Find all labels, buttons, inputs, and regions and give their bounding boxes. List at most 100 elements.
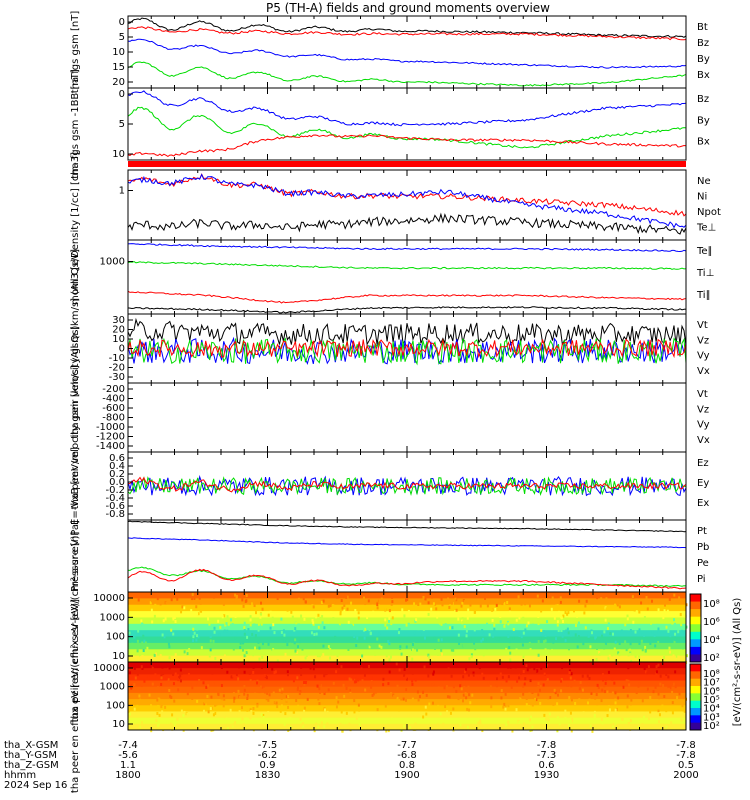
- heatmap-cell: [631, 595, 634, 599]
- heatmap-cell: [230, 675, 233, 679]
- heatmap-cell: [657, 692, 660, 696]
- heatmap-cell: [524, 677, 527, 681]
- heatmap-cell: [323, 692, 326, 696]
- heatmap-cell: [233, 699, 236, 703]
- heatmap-cell: [465, 696, 468, 700]
- heatmap-cell: [156, 698, 159, 702]
- heatmap-cell: [186, 692, 189, 696]
- heatmap-cell: [246, 720, 249, 724]
- panel-7: 0.60.40.20.0-0.2-0.4-0.6-0.8E=-VxB [mV/m…: [70, 447, 709, 525]
- heatmap-cell: [663, 682, 666, 686]
- heatmap-cell: [561, 666, 564, 670]
- heatmap-cell: [371, 693, 374, 697]
- heatmap-cell: [355, 716, 358, 720]
- heatmap-cell: [393, 611, 396, 615]
- heatmap-cell: [176, 717, 179, 721]
- heatmap-cell: [605, 607, 608, 611]
- heatmap-cell: [443, 677, 446, 681]
- heatmap-cell: [198, 618, 201, 622]
- heatmap-cell: [614, 691, 617, 695]
- heatmap-cell: [509, 601, 512, 605]
- heatmap-cell: [551, 662, 554, 666]
- heatmap-cell: [337, 674, 340, 678]
- y-axis-label: tha peir en eflux eV [eV/(cm²-s-sr-eV)]: [70, 532, 81, 723]
- heatmap-cell: [306, 695, 309, 699]
- heatmap-cell: [606, 627, 609, 631]
- heatmap-cell: [595, 726, 598, 730]
- heatmap-cell: [367, 599, 370, 603]
- legend-Vx: Vx: [697, 435, 710, 446]
- heatmap-cell: [128, 631, 131, 635]
- y-tick-label: 10000: [93, 593, 125, 604]
- legend-Ti⊥: Ti⊥: [696, 268, 714, 279]
- heatmap-cell: [675, 654, 678, 658]
- heatmap-cell: [537, 614, 540, 618]
- heatmap-cell: [255, 611, 258, 615]
- heatmap-cell: [161, 702, 164, 706]
- heatmap-cell: [628, 683, 631, 687]
- heatmap-cell: [267, 613, 270, 617]
- heatmap-cell: [503, 621, 506, 625]
- heatmap-cell: [253, 623, 256, 627]
- ephem-value: 0.5: [678, 760, 694, 771]
- heatmap-cell: [263, 624, 266, 628]
- heatmap-cell: [287, 694, 290, 698]
- heatmap-cell: [417, 602, 420, 606]
- heatmap-cell: [249, 679, 252, 683]
- heatmap-cell: [609, 624, 612, 628]
- heatmap-cell: [604, 618, 607, 622]
- heatmap-cell: [314, 675, 317, 679]
- heatmap-cell: [212, 713, 215, 717]
- heatmap-cell: [212, 595, 215, 599]
- heatmap-cell: [199, 601, 202, 605]
- heatmap-cell: [326, 624, 329, 628]
- heatmap-cell: [519, 697, 522, 701]
- heatmap-cell: [180, 709, 183, 713]
- heatmap-cell: [243, 632, 246, 636]
- heatmap-cell: [671, 711, 674, 715]
- heatmap-cell: [505, 722, 508, 726]
- heatmap-cell: [267, 711, 270, 715]
- heatmap-cell: [361, 679, 364, 683]
- heatmap-cell: [209, 707, 212, 711]
- heatmap-cell: [144, 641, 147, 645]
- heatmap-cell: [590, 631, 593, 635]
- heatmap-cell: [594, 635, 597, 639]
- heatmap-cell: [423, 636, 426, 640]
- y-tick-label: -0.4: [105, 493, 125, 504]
- heatmap-cell: [316, 654, 319, 658]
- heatmap-cell: [525, 624, 528, 628]
- heatmap-cell: [257, 622, 260, 626]
- heatmap-cell: [142, 657, 145, 661]
- heatmap-cell: [172, 682, 175, 686]
- heatmap-cell: [238, 665, 241, 669]
- ephem-row-label: 2024 Sep 16: [4, 780, 67, 791]
- heatmap-cell: [336, 654, 339, 658]
- heatmap-cell: [607, 622, 610, 626]
- heatmap-cell: [256, 679, 259, 683]
- heatmap-cell: [422, 715, 425, 719]
- heatmap-cell: [145, 707, 148, 711]
- heatmap-cell: [402, 697, 405, 701]
- heatmap-cell: [634, 630, 637, 634]
- y-tick-label: 10: [112, 47, 125, 58]
- heatmap-cell: [387, 658, 390, 662]
- heatmap-cell: [484, 638, 487, 642]
- heatmap-cell: [645, 670, 648, 674]
- heatmap-cell: [191, 696, 194, 700]
- legend-Ti∥: Ti∥: [696, 290, 711, 301]
- heatmap-cell: [211, 671, 214, 675]
- heatmap-cell: [674, 670, 677, 674]
- heatmap-cell: [468, 598, 471, 602]
- heatmap-cell: [284, 612, 287, 616]
- heatmap-cell: [401, 608, 404, 612]
- heatmap-cell: [163, 651, 166, 655]
- heatmap-band: [128, 680, 686, 688]
- heatmap-cell: [375, 657, 378, 661]
- heatmap-cell: [577, 621, 580, 625]
- heatmap-cell: [606, 690, 609, 694]
- heatmap-cell: [269, 610, 272, 614]
- heatmap-cell: [179, 679, 182, 683]
- heatmap-cell: [470, 653, 473, 657]
- heatmap-cell: [547, 670, 550, 674]
